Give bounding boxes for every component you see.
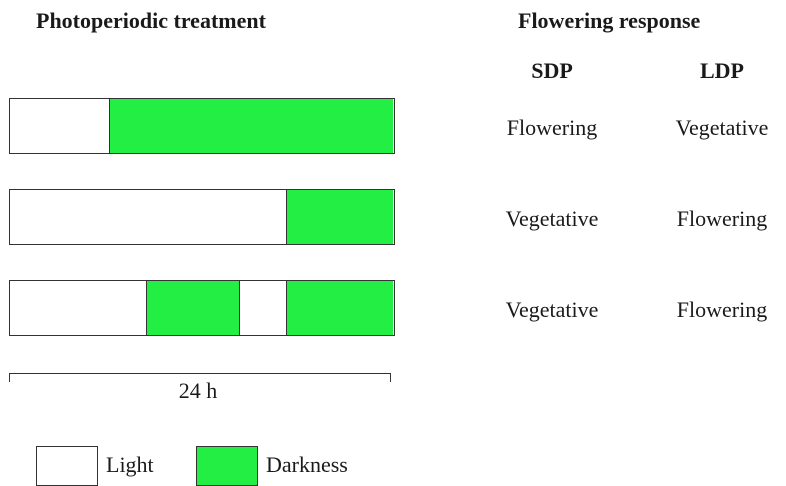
scale-tick-end (390, 373, 391, 382)
photoperiod-bar-1 (9, 98, 395, 154)
sdp-response-2: Vegetative (505, 206, 599, 231)
legend-light-label: Light (106, 452, 154, 477)
left-title: Photoperiodic treatment (36, 8, 266, 33)
scale-line (9, 373, 391, 374)
photoperiod-bar-2 (9, 189, 395, 245)
sdp-response-3: Vegetative (505, 297, 599, 322)
sdp-response-1: Flowering (506, 115, 598, 140)
ldp-response-2: Flowering (676, 206, 768, 231)
darkness-segment (108, 99, 393, 153)
photoperiod-bar-3 (9, 280, 395, 336)
right-title: Flowering response (518, 8, 701, 33)
legend-darkness-label: Darkness (266, 452, 348, 477)
scale-label: 24 h (178, 378, 218, 403)
darkness-segment (286, 190, 393, 244)
ldp-response-3: Flowering (676, 297, 768, 322)
sdp-header: SDP (531, 58, 573, 83)
ldp-response-1: Vegetative (675, 115, 769, 140)
ldp-header: LDP (700, 58, 744, 83)
darkness-segment (145, 281, 240, 335)
darkness-segment (286, 281, 393, 335)
legend-light-swatch (36, 446, 98, 486)
legend-darkness-swatch (196, 446, 258, 486)
scale-tick-start (9, 373, 10, 382)
